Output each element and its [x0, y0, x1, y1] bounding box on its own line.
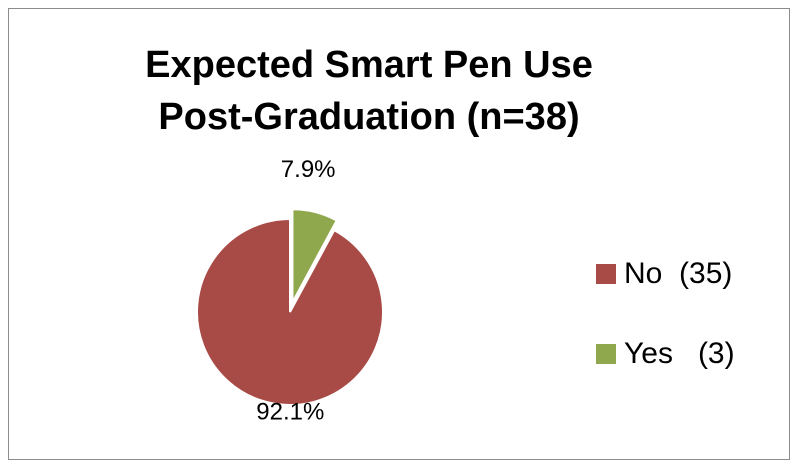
- pie-slice-yes: [291, 208, 339, 303]
- legend-label-no: No (35): [624, 257, 733, 290]
- legend-label-yes: Yes (3): [624, 337, 735, 370]
- legend-item-no: No (35): [596, 254, 735, 294]
- chart-title-line-2: Post-Graduation (n=38): [158, 96, 580, 138]
- legend-swatch-no: [596, 264, 616, 284]
- legend: No (35) Yes (3): [596, 254, 735, 414]
- pie-label-no: 92.1%: [256, 398, 324, 425]
- legend-swatch-yes: [596, 344, 616, 364]
- pie-slice-no: [196, 217, 384, 406]
- legend-item-yes: Yes (3): [596, 334, 735, 374]
- chart-title-line-1: Expected Smart Pen Use: [145, 44, 593, 86]
- pie-label-yes: 7.9%: [281, 156, 336, 183]
- chart-frame: Expected Smart Pen Use Post-Graduation (…: [8, 8, 790, 460]
- chart-title: Expected Smart Pen Use Post-Graduation (…: [9, 39, 729, 143]
